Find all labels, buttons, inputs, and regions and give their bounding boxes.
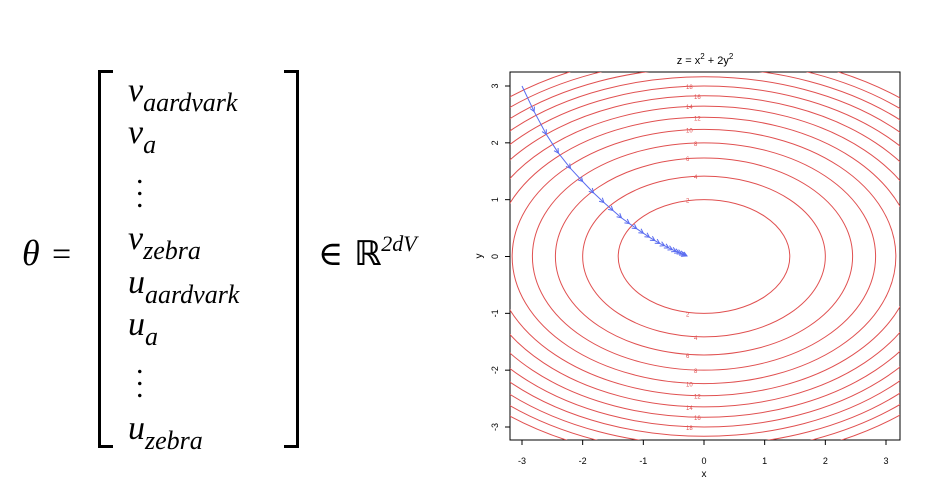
descent-arrowhead [654,238,661,244]
descent-step [521,85,535,112]
contour-label: 6 [686,354,690,360]
contour-line-20 [510,76,900,437]
contour-plot: z = x2 + 2y2 224466881010121214141616181… [474,52,901,480]
contour-label: 18 [686,85,693,91]
descent-arrowhead [674,248,681,254]
descent-step [582,181,594,194]
vector-entry-v-a: va [128,114,157,159]
y-axis-ticks: -3 -2 -1 0 1 2 3 [490,83,510,431]
descent-arrowhead [541,129,547,136]
contour-label: 18 [686,426,693,432]
descent-step [629,223,637,230]
left-bracket [98,70,113,448]
gradient-descent-path [521,85,688,257]
descent-step [570,168,584,182]
contour-label: 16 [694,416,701,422]
contour-label: 14 [686,105,693,111]
contour-label: 10 [686,128,693,134]
real-space-symbol: ℝ [353,234,382,274]
contour-line-14 [510,105,900,408]
y-tick-label: -3 [490,423,500,431]
contour-line-2 [617,199,791,314]
descent-step [612,210,622,219]
descent-arrowhead [681,251,688,257]
descent-arrowhead [529,106,535,113]
descent-arrowhead [565,163,572,170]
equals-sign: = [52,236,72,273]
vector-entry-v-zebra: vzebra [128,220,201,265]
contour-line-12 [510,116,900,397]
right-bracket [284,70,299,448]
theta-symbol: θ [22,233,40,273]
contour-label: 16 [694,95,701,101]
vector-entry-v-aardvark: vaardvark [128,72,238,117]
contour-label: 14 [686,406,693,412]
vector-entry-u-aardvark: uaardvark [128,264,240,309]
y-axis-label: y [474,254,485,259]
x-tick-label: 3 [883,456,888,466]
descent-arrowhead [659,241,666,247]
descent-step [636,228,644,234]
plot-frame [509,71,901,441]
descent-step [545,134,559,154]
descent-step [621,217,630,224]
descent-arrowhead [671,247,678,253]
descent-step [593,192,605,203]
y-tick-label: 0 [490,254,500,259]
contour-label: 12 [694,395,701,401]
descent-arrowhead [649,235,656,242]
y-tick-label: -1 [490,309,500,317]
vertical-dots: ... [136,347,144,404]
element-of-symbol: ∈ [318,234,344,274]
x-tick-label: -3 [518,456,526,466]
dimension-exponent: 2dV [381,231,417,256]
contour-line-8 [531,142,877,371]
contour-label: 4 [694,336,698,342]
descent-step [603,202,614,211]
parameter-vector-equation: θ = vaardvark va ... vzebra uaardvark ua… [22,70,417,455]
vertical-dots: ... [136,157,144,214]
descent-arrowhead [638,228,645,234]
descent-step [649,236,656,242]
vector-entry-u-zebra: uzebra [128,410,203,455]
contour-label: 2 [686,199,690,205]
membership-statement: ∈ ℝ2dV [318,231,417,274]
x-axis-ticks: -3 -2 -1 0 1 2 3 [518,440,889,466]
y-tick-label: 3 [490,83,500,88]
contour-line-18 [510,85,900,428]
descent-step [643,232,650,238]
contour-line-6 [554,157,854,356]
x-tick-label: -1 [639,456,647,466]
x-tick-label: 1 [762,456,767,466]
contour-label: 8 [694,369,698,375]
contour-line-10 [511,128,897,385]
y-tick-label: 2 [490,140,500,145]
contour-line-16 [510,95,900,418]
x-axis-label: x [702,469,707,480]
contour-label: 8 [694,142,698,148]
contour-label: 6 [686,157,690,163]
x-tick-label: 2 [823,456,828,466]
x-tick-label: -2 [579,456,587,466]
contour-label: 12 [694,116,701,122]
y-tick-label: 1 [490,197,500,202]
contour-line-4 [582,175,826,338]
contour-label: 2 [686,312,690,318]
contour-label: 10 [686,383,693,389]
descent-step [533,111,547,135]
vector-entry-u-a: ua [128,306,158,351]
x-tick-label: 0 [701,456,706,466]
y-tick-label: -2 [490,366,500,374]
contour-label: 4 [694,175,698,181]
plot-title: z = x2 + 2y2 [677,52,734,67]
descent-step [558,152,571,169]
